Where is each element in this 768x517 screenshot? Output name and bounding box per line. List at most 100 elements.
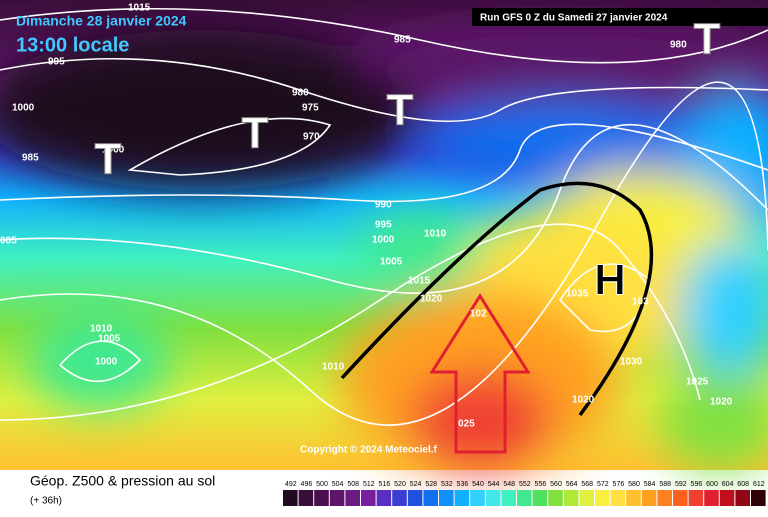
isobar-label: 1000 xyxy=(372,235,395,246)
isobar-label: 1000 xyxy=(95,357,118,368)
isobar-label: 995 xyxy=(375,220,392,231)
legend-label: 612 xyxy=(753,481,765,488)
pressure-symbol: T xyxy=(694,15,721,64)
legend-label: 560 xyxy=(550,481,562,488)
legend-label: 604 xyxy=(722,481,734,488)
run: Run GFS 0 Z du Samedi 27 janvier 2024 xyxy=(480,13,668,24)
footer-title: Géop. Z500 & pression au sol xyxy=(30,473,215,489)
legend-swatch xyxy=(751,490,766,506)
legend-label: 556 xyxy=(535,481,547,488)
isobar-label: 1000 xyxy=(12,103,35,114)
isobar-label: 995 xyxy=(48,57,65,68)
legend-swatch xyxy=(439,490,454,506)
pressure-symbol: H xyxy=(594,256,626,305)
legend-swatch xyxy=(283,490,298,506)
legend-label: 512 xyxy=(363,481,375,488)
isobar-label: 985 xyxy=(394,35,411,46)
isobar-label: 1035 xyxy=(566,289,589,300)
legend-swatch xyxy=(329,490,345,506)
legend-swatch xyxy=(563,490,579,506)
isobar-label: 1020 xyxy=(420,294,443,305)
isobar-label: 025 xyxy=(458,419,475,430)
legend-label: 580 xyxy=(628,481,640,488)
legend-swatch xyxy=(454,490,470,506)
legend-label: 608 xyxy=(737,481,749,488)
legend-swatch xyxy=(657,490,672,506)
time: 13:00 locale xyxy=(16,34,129,56)
legend-label: 576 xyxy=(613,481,625,488)
isobar-label: 1010 xyxy=(322,362,345,373)
legend-label: 496 xyxy=(301,481,313,488)
legend-swatch xyxy=(688,490,704,506)
legend-label: 572 xyxy=(597,481,609,488)
isobar-label: 985 xyxy=(22,153,39,164)
pressure-symbol: T xyxy=(242,109,269,158)
isobar-label: 1005 xyxy=(98,334,121,345)
legend-swatch xyxy=(548,490,563,506)
legend-label: 508 xyxy=(347,481,359,488)
isobar-label: 980 xyxy=(292,88,309,99)
isobar-label: 990 xyxy=(375,200,392,211)
field xyxy=(0,0,768,470)
legend-label: 516 xyxy=(379,481,391,488)
legend-swatch xyxy=(595,490,610,506)
legend-swatch xyxy=(579,490,594,506)
legend-swatch xyxy=(345,490,360,506)
legend-swatch xyxy=(485,490,501,506)
pressure-symbol: T xyxy=(95,135,122,184)
legend-label: 596 xyxy=(691,481,703,488)
isobar-label: 975 xyxy=(302,103,319,114)
legend-swatch xyxy=(517,490,532,506)
pressure-symbol: T xyxy=(387,86,414,135)
legend-swatch xyxy=(735,490,750,506)
legend-label: 588 xyxy=(659,481,671,488)
isobar-label: 1000 xyxy=(102,145,125,156)
isobar-label: 005 xyxy=(0,236,17,247)
legend-swatch xyxy=(673,490,688,506)
isobar-label: 102 xyxy=(470,309,487,320)
isobar-label: 1025 xyxy=(686,377,709,388)
legend-swatch xyxy=(298,490,314,506)
legend-swatch xyxy=(626,490,641,506)
isobar-label: 1020 xyxy=(572,395,595,406)
legend-label: 544 xyxy=(488,481,500,488)
isobar-label: 1015 xyxy=(128,3,151,14)
isobar-label: 1015 xyxy=(408,276,431,287)
legend-swatch xyxy=(376,490,392,506)
legend-swatch xyxy=(392,490,407,506)
isobar-label: 103 xyxy=(632,297,649,308)
legend-swatch xyxy=(501,490,516,506)
isobar-label: 1010 xyxy=(424,229,447,240)
isobar-label: 1020 xyxy=(710,397,733,408)
legend-swatch xyxy=(532,490,548,506)
legend-swatch xyxy=(641,490,657,506)
legend-label: 532 xyxy=(441,481,453,488)
isobar-label: 1010 xyxy=(90,324,113,335)
copyright: Copyright © 2024 Meteociel.f xyxy=(300,445,438,456)
legend-label: 568 xyxy=(581,481,593,488)
legend-label: 492 xyxy=(285,481,297,488)
legend-label: 504 xyxy=(332,481,344,488)
legend-swatch xyxy=(719,490,735,506)
legend-label: 528 xyxy=(425,481,437,488)
footer-lead: (+ 36h) xyxy=(30,496,62,507)
legend-swatch xyxy=(407,490,423,506)
legend-swatch xyxy=(314,490,329,506)
legend-label: 600 xyxy=(706,481,718,488)
legend-label: 564 xyxy=(566,481,578,488)
legend-label: 540 xyxy=(472,481,484,488)
legend-label: 548 xyxy=(503,481,515,488)
legend-label: 536 xyxy=(457,481,469,488)
isobar-label: 1005 xyxy=(380,257,403,268)
legend-swatch xyxy=(704,490,719,506)
isobar-label: 980 xyxy=(670,40,687,51)
legend-swatch xyxy=(610,490,626,506)
legend-swatch xyxy=(361,490,376,506)
date: Dimanche 28 janvier 2024 xyxy=(16,13,187,29)
legend-label: 524 xyxy=(410,481,422,488)
isobar-label: 970 xyxy=(303,132,320,143)
legend-label: 592 xyxy=(675,481,687,488)
legend-label: 552 xyxy=(519,481,531,488)
legend-label: 584 xyxy=(644,481,656,488)
